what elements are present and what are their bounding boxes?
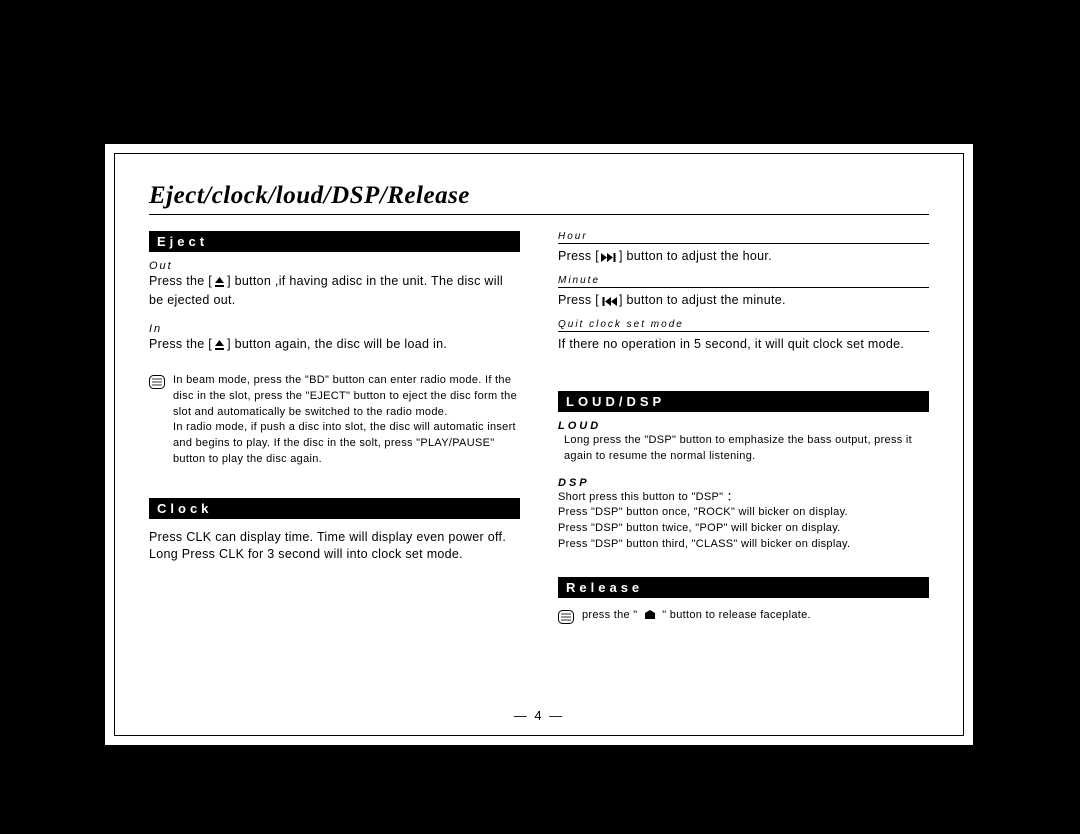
section-eject-header: Eject	[149, 231, 520, 252]
two-column-layout: Eject Out Press the [] button ,if having…	[149, 231, 929, 629]
note-icon	[558, 610, 574, 629]
label-in: In	[149, 323, 520, 335]
release-note-before: press the "	[582, 609, 641, 621]
section-release-header: Release	[558, 577, 929, 598]
label-dsp: DSP	[558, 477, 929, 489]
rewind-icon	[601, 294, 617, 311]
clock-text: Press CLK can display time. Time will di…	[149, 529, 520, 563]
eject-note-block: In beam mode, press the "BD" button can …	[149, 373, 520, 469]
label-loud: LOUD	[558, 420, 929, 432]
left-column: Eject Out Press the [] button ,if having…	[149, 231, 520, 629]
release-faceplate-icon	[643, 610, 657, 626]
eject-icon	[214, 275, 225, 292]
text-dsp: Short press this button to "DSP" ： Press…	[558, 490, 929, 554]
label-quit: Quit clock set mode	[558, 319, 929, 330]
page-title: Eject/clock/loud/DSP/Release	[149, 182, 929, 210]
text-hour: Press [ ] button to adjust the hour.	[558, 248, 929, 267]
title-rule	[149, 214, 929, 215]
text-in-before: Press the [	[149, 337, 212, 351]
text-hour-after: ] button to adjust the hour.	[619, 249, 772, 263]
text-minute-after: ] button to adjust the minute.	[619, 293, 786, 307]
label-out: Out	[149, 260, 520, 272]
right-column: Hour Press [ ] button to adjust the hour.…	[558, 231, 929, 629]
label-minute: Minute	[558, 275, 929, 286]
text-minute: Press [ ] button to adjust the minute.	[558, 292, 929, 311]
hour-rule	[558, 243, 929, 244]
page-number: — 4 —	[115, 708, 963, 723]
text-in: Press the [ ] button again, the disc will…	[149, 336, 520, 355]
label-hour: Hour	[558, 231, 929, 242]
text-out-before: Press the [	[149, 274, 212, 288]
section-louddsp-header: LOUD/DSP	[558, 391, 929, 412]
eject-icon	[214, 338, 225, 355]
release-note-block: press the " " button to release faceplat…	[558, 608, 929, 629]
text-minute-before: Press [	[558, 293, 599, 307]
eject-note-text: In beam mode, press the "BD" button can …	[173, 373, 520, 469]
release-note-text: press the " " button to release faceplat…	[582, 608, 811, 626]
note-icon	[149, 375, 165, 394]
quit-rule	[558, 331, 929, 332]
release-note-after: " button to release faceplate.	[659, 609, 811, 621]
text-out: Press the [] button ,if having adisc in …	[149, 273, 520, 309]
page-inner-frame: Eject/clock/loud/DSP/Release Eject Out P…	[114, 153, 964, 736]
page-outer-frame: Eject/clock/loud/DSP/Release Eject Out P…	[104, 143, 974, 746]
text-loud: Long press the "DSP" button to emphasize…	[558, 433, 929, 465]
forward-icon	[601, 250, 617, 267]
section-clock-header: Clock	[149, 498, 520, 519]
minute-rule	[558, 287, 929, 288]
text-hour-before: Press [	[558, 249, 599, 263]
text-quit: If there no operation in 5 second, it wi…	[558, 336, 929, 353]
text-in-after: ] button again, the disc will be load in…	[227, 337, 447, 351]
